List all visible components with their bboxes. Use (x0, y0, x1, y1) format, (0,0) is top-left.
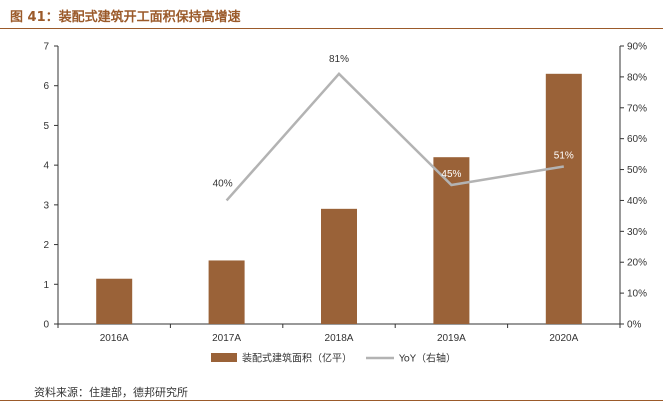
bar (208, 260, 245, 324)
x-tick-label: 2016A (100, 333, 129, 344)
right-tick-label: 0% (627, 320, 642, 331)
x-tick-label: 2019A (437, 333, 466, 344)
title-divider (0, 28, 663, 29)
left-tick-label: 5 (43, 121, 49, 132)
right-tick-label: 60% (627, 134, 647, 145)
bottom-divider (0, 400, 663, 401)
x-tick-label: 2018A (325, 333, 354, 344)
legend-line-label: YoY（右轴） (398, 352, 456, 365)
bar (321, 208, 357, 324)
yoy-data-label: 81% (329, 54, 349, 65)
chart-title: 图 41：装配式建筑开工面积保持高增速 (10, 10, 241, 25)
left-tick-label: 4 (43, 161, 49, 172)
legend-bar-label: 装配式建筑面积（亿平） (242, 352, 352, 365)
x-tick-label: 2020A (549, 333, 578, 344)
left-tick-label: 6 (43, 81, 49, 92)
right-tick-label: 90% (627, 42, 647, 53)
bar (96, 278, 133, 324)
right-tick-label: 50% (627, 165, 647, 176)
right-tick-label: 20% (627, 258, 647, 269)
yoy-data-label: 51% (554, 150, 574, 161)
right-tick-label: 10% (627, 289, 647, 300)
left-tick-label: 2 (43, 240, 49, 251)
x-tick-label: 2017A (212, 333, 241, 344)
right-tick-label: 80% (627, 72, 647, 83)
right-tick-label: 30% (627, 227, 647, 238)
bar (545, 73, 582, 324)
right-tick-label: 70% (627, 103, 647, 114)
legend-bar-swatch (211, 353, 237, 362)
left-tick-label: 3 (43, 200, 49, 211)
left-tick-label: 1 (43, 280, 49, 291)
yoy-line (225, 71, 565, 202)
yoy-data-label: 40% (213, 178, 233, 189)
source-note: 资料来源：住建部，德邦研究所 (34, 386, 188, 399)
yoy-data-label: 45% (441, 169, 461, 180)
right-tick-label: 40% (627, 196, 647, 207)
left-tick-label: 7 (43, 42, 49, 53)
left-tick-label: 0 (43, 320, 49, 331)
